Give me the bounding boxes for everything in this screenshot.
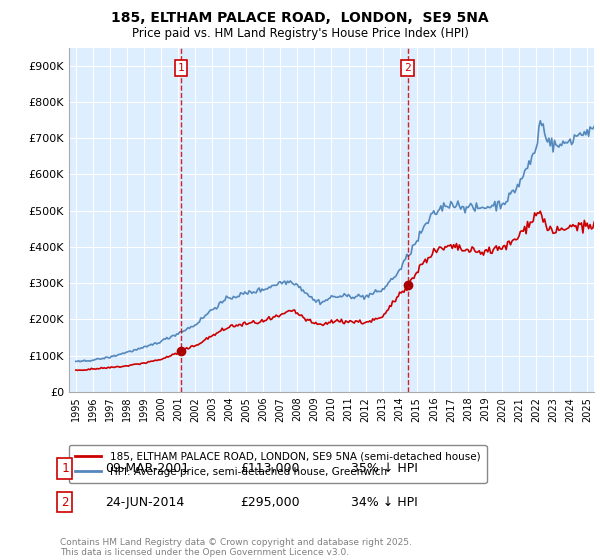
Text: 2: 2	[404, 63, 411, 73]
Text: Price paid vs. HM Land Registry's House Price Index (HPI): Price paid vs. HM Land Registry's House …	[131, 27, 469, 40]
Legend: 185, ELTHAM PALACE ROAD, LONDON, SE9 5NA (semi-detached house), HPI: Average pri: 185, ELTHAM PALACE ROAD, LONDON, SE9 5NA…	[69, 445, 487, 483]
Text: 1: 1	[178, 63, 185, 73]
Text: £295,000: £295,000	[240, 496, 299, 508]
Text: 34% ↓ HPI: 34% ↓ HPI	[351, 496, 418, 508]
Text: 09-MAR-2001: 09-MAR-2001	[105, 462, 189, 475]
Text: 1: 1	[61, 462, 68, 475]
Text: 35% ↓ HPI: 35% ↓ HPI	[351, 462, 418, 475]
Text: 2: 2	[61, 496, 68, 508]
Text: 185, ELTHAM PALACE ROAD,  LONDON,  SE9 5NA: 185, ELTHAM PALACE ROAD, LONDON, SE9 5NA	[111, 11, 489, 25]
Text: Contains HM Land Registry data © Crown copyright and database right 2025.
This d: Contains HM Land Registry data © Crown c…	[60, 538, 412, 557]
Text: 24-JUN-2014: 24-JUN-2014	[105, 496, 184, 508]
Text: £113,000: £113,000	[240, 462, 299, 475]
